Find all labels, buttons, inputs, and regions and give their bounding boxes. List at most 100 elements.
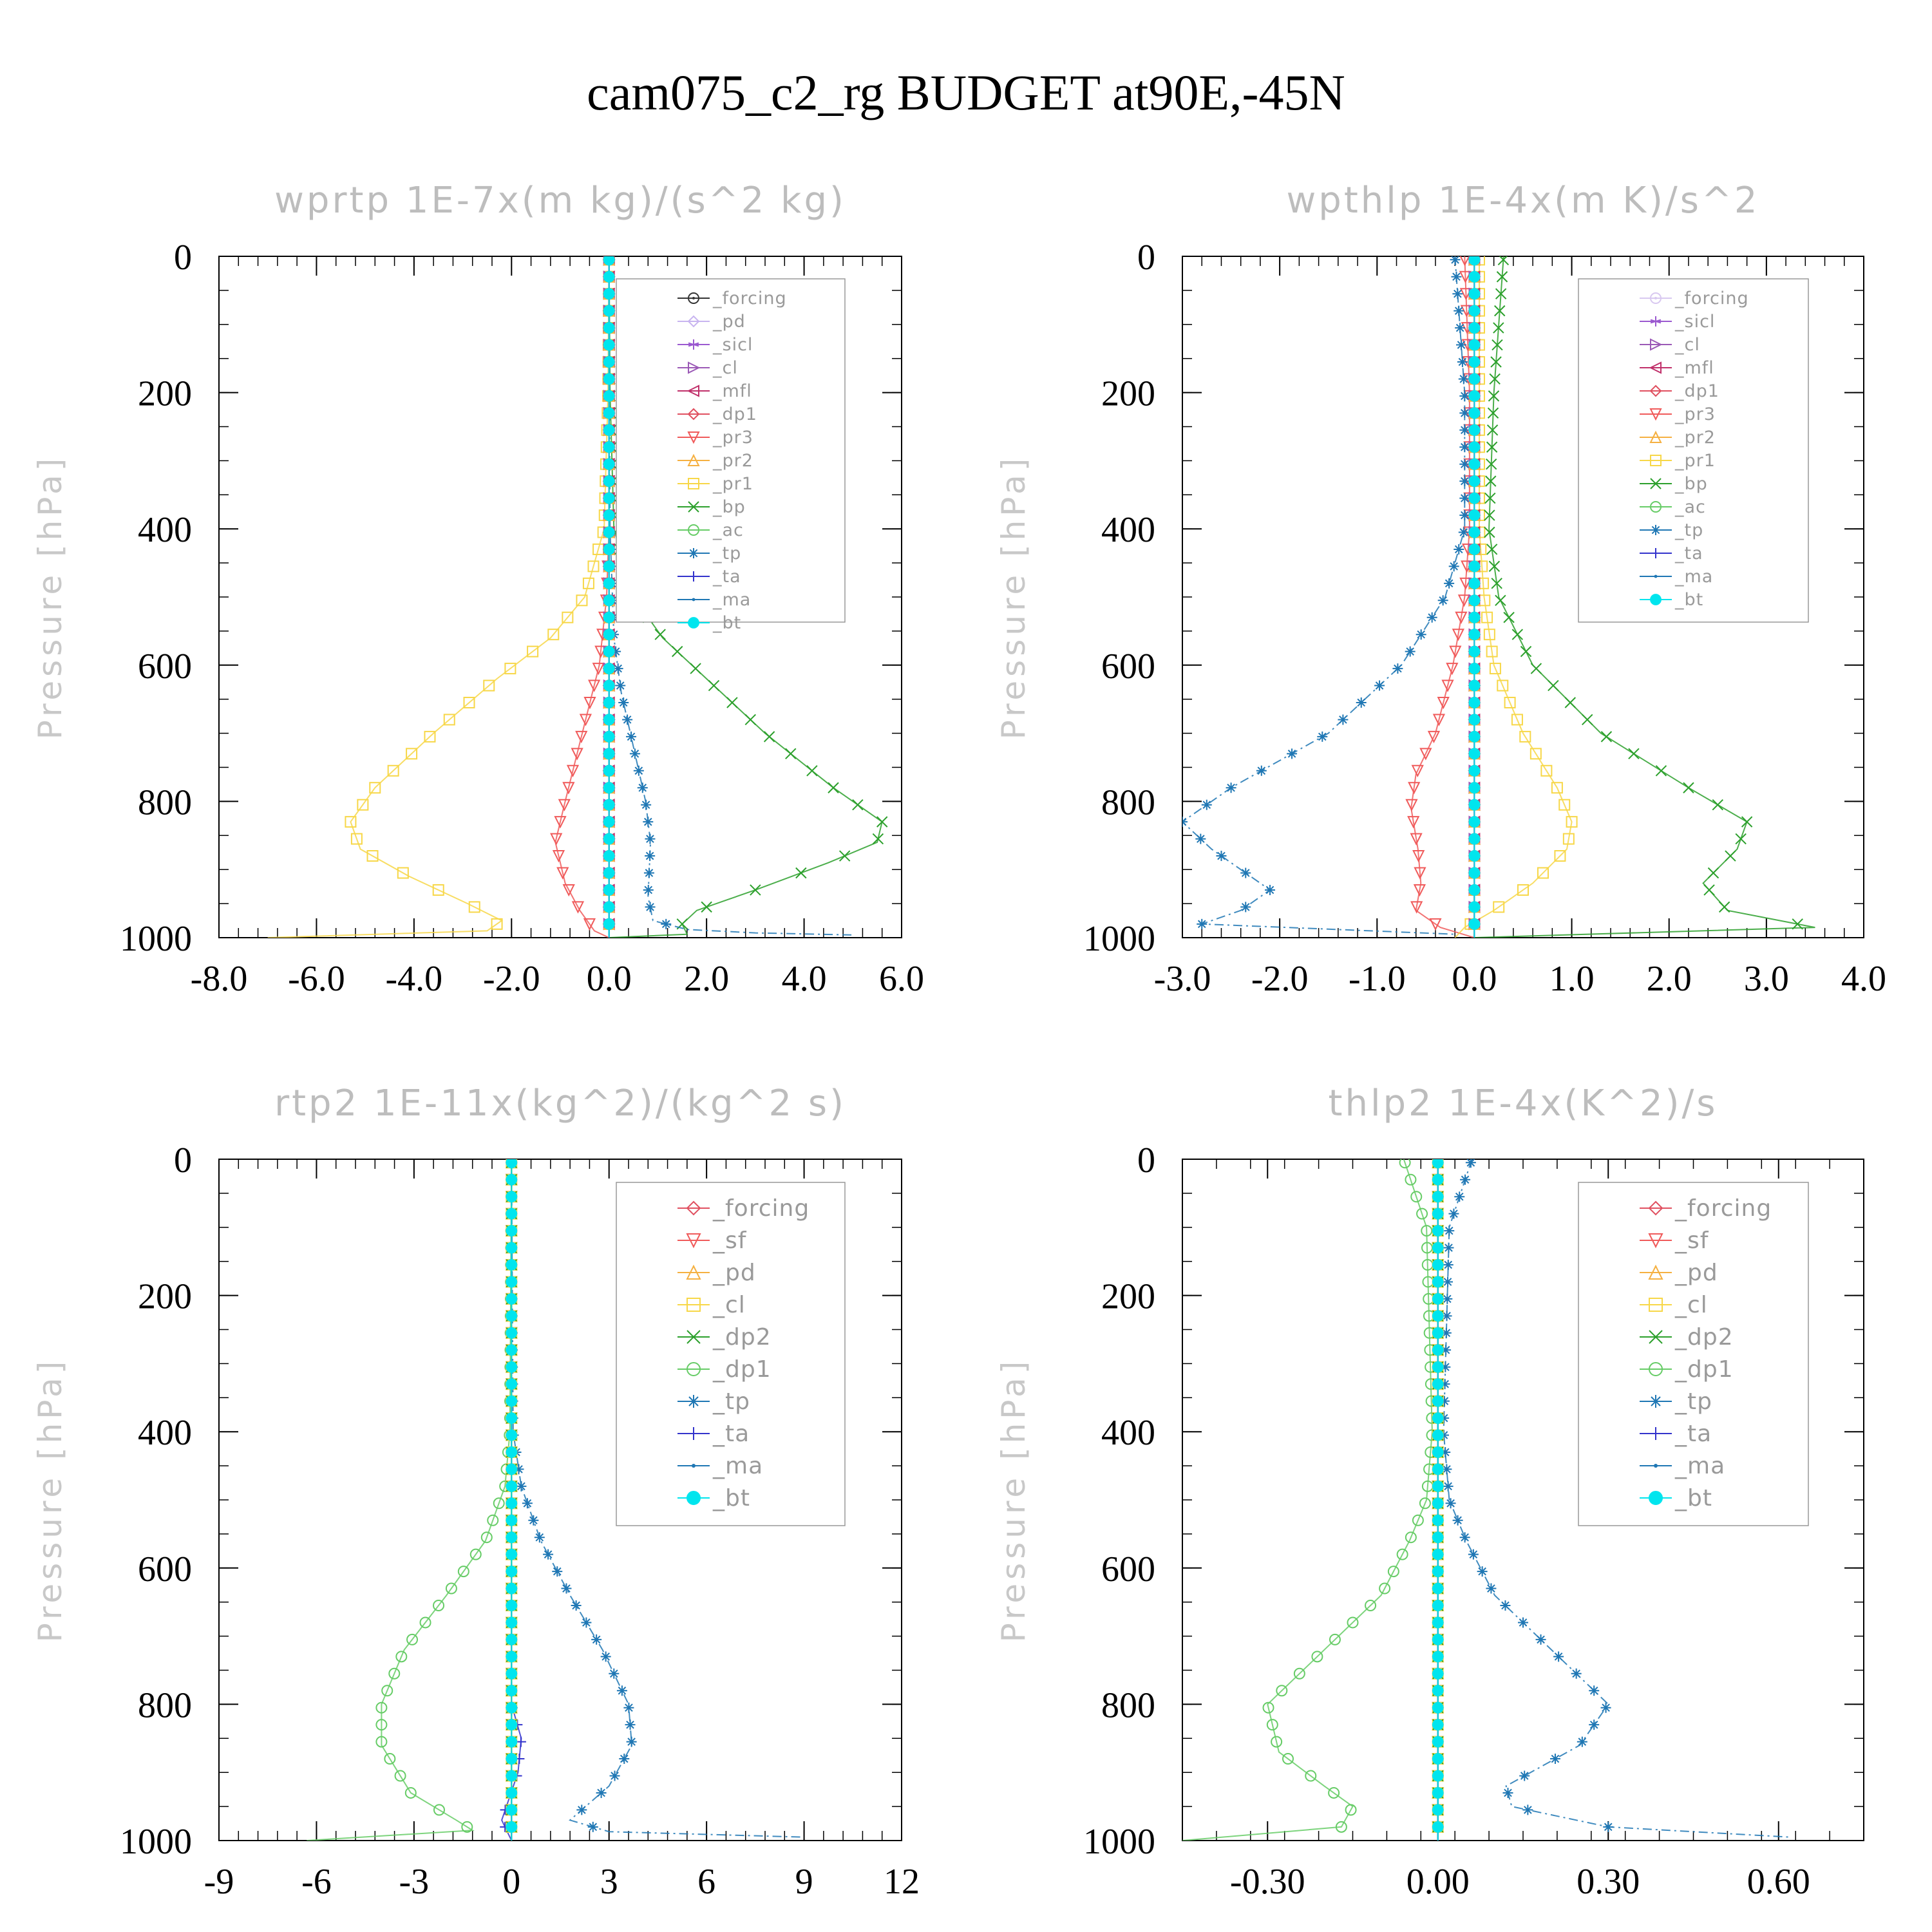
data-point bbox=[433, 1804, 445, 1816]
series-line bbox=[267, 256, 610, 938]
legend-item-pr1: _pr1 bbox=[1640, 451, 1715, 471]
data-point bbox=[1432, 1651, 1444, 1663]
data-point bbox=[404, 1786, 417, 1799]
data-point bbox=[1399, 1159, 1411, 1169]
legend-marker bbox=[1651, 525, 1661, 535]
series-tp bbox=[1182, 256, 1470, 935]
legend-marker bbox=[1650, 338, 1663, 351]
data-point bbox=[1495, 288, 1507, 299]
data-point bbox=[619, 1754, 630, 1765]
legend-label: _sf bbox=[1674, 1227, 1709, 1254]
data-point bbox=[609, 1770, 620, 1781]
data-point bbox=[571, 748, 583, 761]
legend-label: _pd bbox=[712, 312, 746, 332]
legend-label: _dp1 bbox=[1674, 381, 1719, 401]
data-point bbox=[1459, 493, 1470, 504]
data-point bbox=[522, 1498, 533, 1509]
data-point bbox=[1468, 509, 1481, 521]
data-point bbox=[708, 679, 720, 692]
data-point bbox=[406, 748, 418, 760]
y-tick-label: 0 bbox=[1137, 1141, 1155, 1180]
data-point bbox=[1468, 918, 1481, 930]
data-point bbox=[1564, 697, 1577, 708]
y-tick-label: 200 bbox=[1101, 374, 1155, 414]
data-point bbox=[1437, 696, 1450, 710]
data-point bbox=[1441, 679, 1454, 692]
legend-item-dp1: _dp1 bbox=[677, 404, 757, 424]
legend-label: _bt bbox=[1674, 590, 1703, 610]
data-point bbox=[1405, 646, 1416, 657]
data-point bbox=[1347, 1616, 1359, 1629]
data-point bbox=[1490, 356, 1502, 368]
legend-label: _pr3 bbox=[712, 428, 753, 448]
legend-marker bbox=[687, 315, 700, 328]
data-point bbox=[1197, 918, 1208, 929]
data-point bbox=[1459, 442, 1470, 453]
legend-marker bbox=[688, 548, 699, 558]
data-point bbox=[1537, 867, 1549, 879]
data-point bbox=[457, 1566, 469, 1578]
y-tick-label: 600 bbox=[138, 1549, 192, 1589]
data-point bbox=[1216, 851, 1227, 862]
data-point bbox=[1432, 1412, 1444, 1424]
data-point bbox=[1410, 833, 1423, 846]
x-tick-label: 1.0 bbox=[1549, 959, 1595, 999]
data-point bbox=[1452, 289, 1463, 299]
data-point bbox=[603, 697, 615, 708]
legend-item-cl: _cl bbox=[1640, 1292, 1707, 1318]
data-point bbox=[603, 356, 615, 368]
legend-marker bbox=[692, 598, 696, 601]
data-point bbox=[1240, 902, 1251, 913]
series-line bbox=[1182, 256, 1466, 935]
data-point bbox=[1502, 1787, 1513, 1798]
data-point bbox=[1437, 595, 1448, 606]
data-point bbox=[603, 764, 615, 777]
data-point bbox=[1551, 782, 1563, 794]
legend-marker bbox=[687, 431, 700, 444]
data-point bbox=[1441, 1311, 1452, 1321]
x-tick-label: -3.0 bbox=[1154, 959, 1211, 999]
data-point bbox=[506, 1344, 518, 1356]
data-point bbox=[1458, 527, 1469, 538]
data-point bbox=[547, 629, 560, 641]
legend-label: _sicl bbox=[1674, 312, 1715, 332]
data-point bbox=[1459, 390, 1470, 401]
legend-item-ta: _ta bbox=[1640, 544, 1703, 564]
data-point bbox=[1410, 901, 1423, 914]
panels: wprtp 1E-7x(m kg)/(s^2 kg) Pressure [hPa]… bbox=[32, 180, 1886, 1902]
data-point bbox=[1468, 577, 1481, 589]
data-point bbox=[506, 1701, 518, 1714]
data-point bbox=[1432, 1463, 1444, 1475]
data-point bbox=[1446, 663, 1459, 676]
data-point bbox=[345, 816, 357, 828]
legend: _forcing _pd _sicl _cl _mfl _dp1 _pr3 _pr2 _pr1 _… bbox=[616, 278, 846, 633]
legend-marker bbox=[1649, 1362, 1663, 1376]
x-tick-label: 0.30 bbox=[1577, 1862, 1640, 1902]
data-point bbox=[643, 817, 654, 828]
data-point bbox=[1432, 1159, 1444, 1169]
data-point bbox=[1282, 1753, 1294, 1765]
data-point bbox=[506, 1361, 518, 1373]
data-point bbox=[1589, 1685, 1600, 1696]
legend-item-pr2: _pr2 bbox=[677, 451, 753, 471]
series-bt bbox=[1432, 1159, 1444, 1841]
legend-marker bbox=[1650, 316, 1662, 327]
data-point bbox=[603, 544, 615, 555]
data-point bbox=[603, 884, 615, 896]
data-point bbox=[1484, 509, 1495, 521]
data-point bbox=[603, 730, 615, 743]
data-point bbox=[603, 663, 615, 674]
data-point bbox=[506, 1531, 518, 1544]
series-line bbox=[554, 256, 610, 938]
legend-label: _pd bbox=[1674, 1260, 1718, 1286]
data-point bbox=[1503, 612, 1515, 623]
legend-item-ma: _ma bbox=[677, 1453, 762, 1479]
series-line bbox=[511, 1159, 804, 1838]
legend-marker bbox=[1650, 501, 1662, 513]
data-point bbox=[1486, 441, 1498, 453]
series-bt bbox=[603, 256, 615, 938]
data-point bbox=[1683, 782, 1694, 793]
data-point bbox=[534, 1532, 545, 1543]
data-point bbox=[506, 1310, 518, 1322]
